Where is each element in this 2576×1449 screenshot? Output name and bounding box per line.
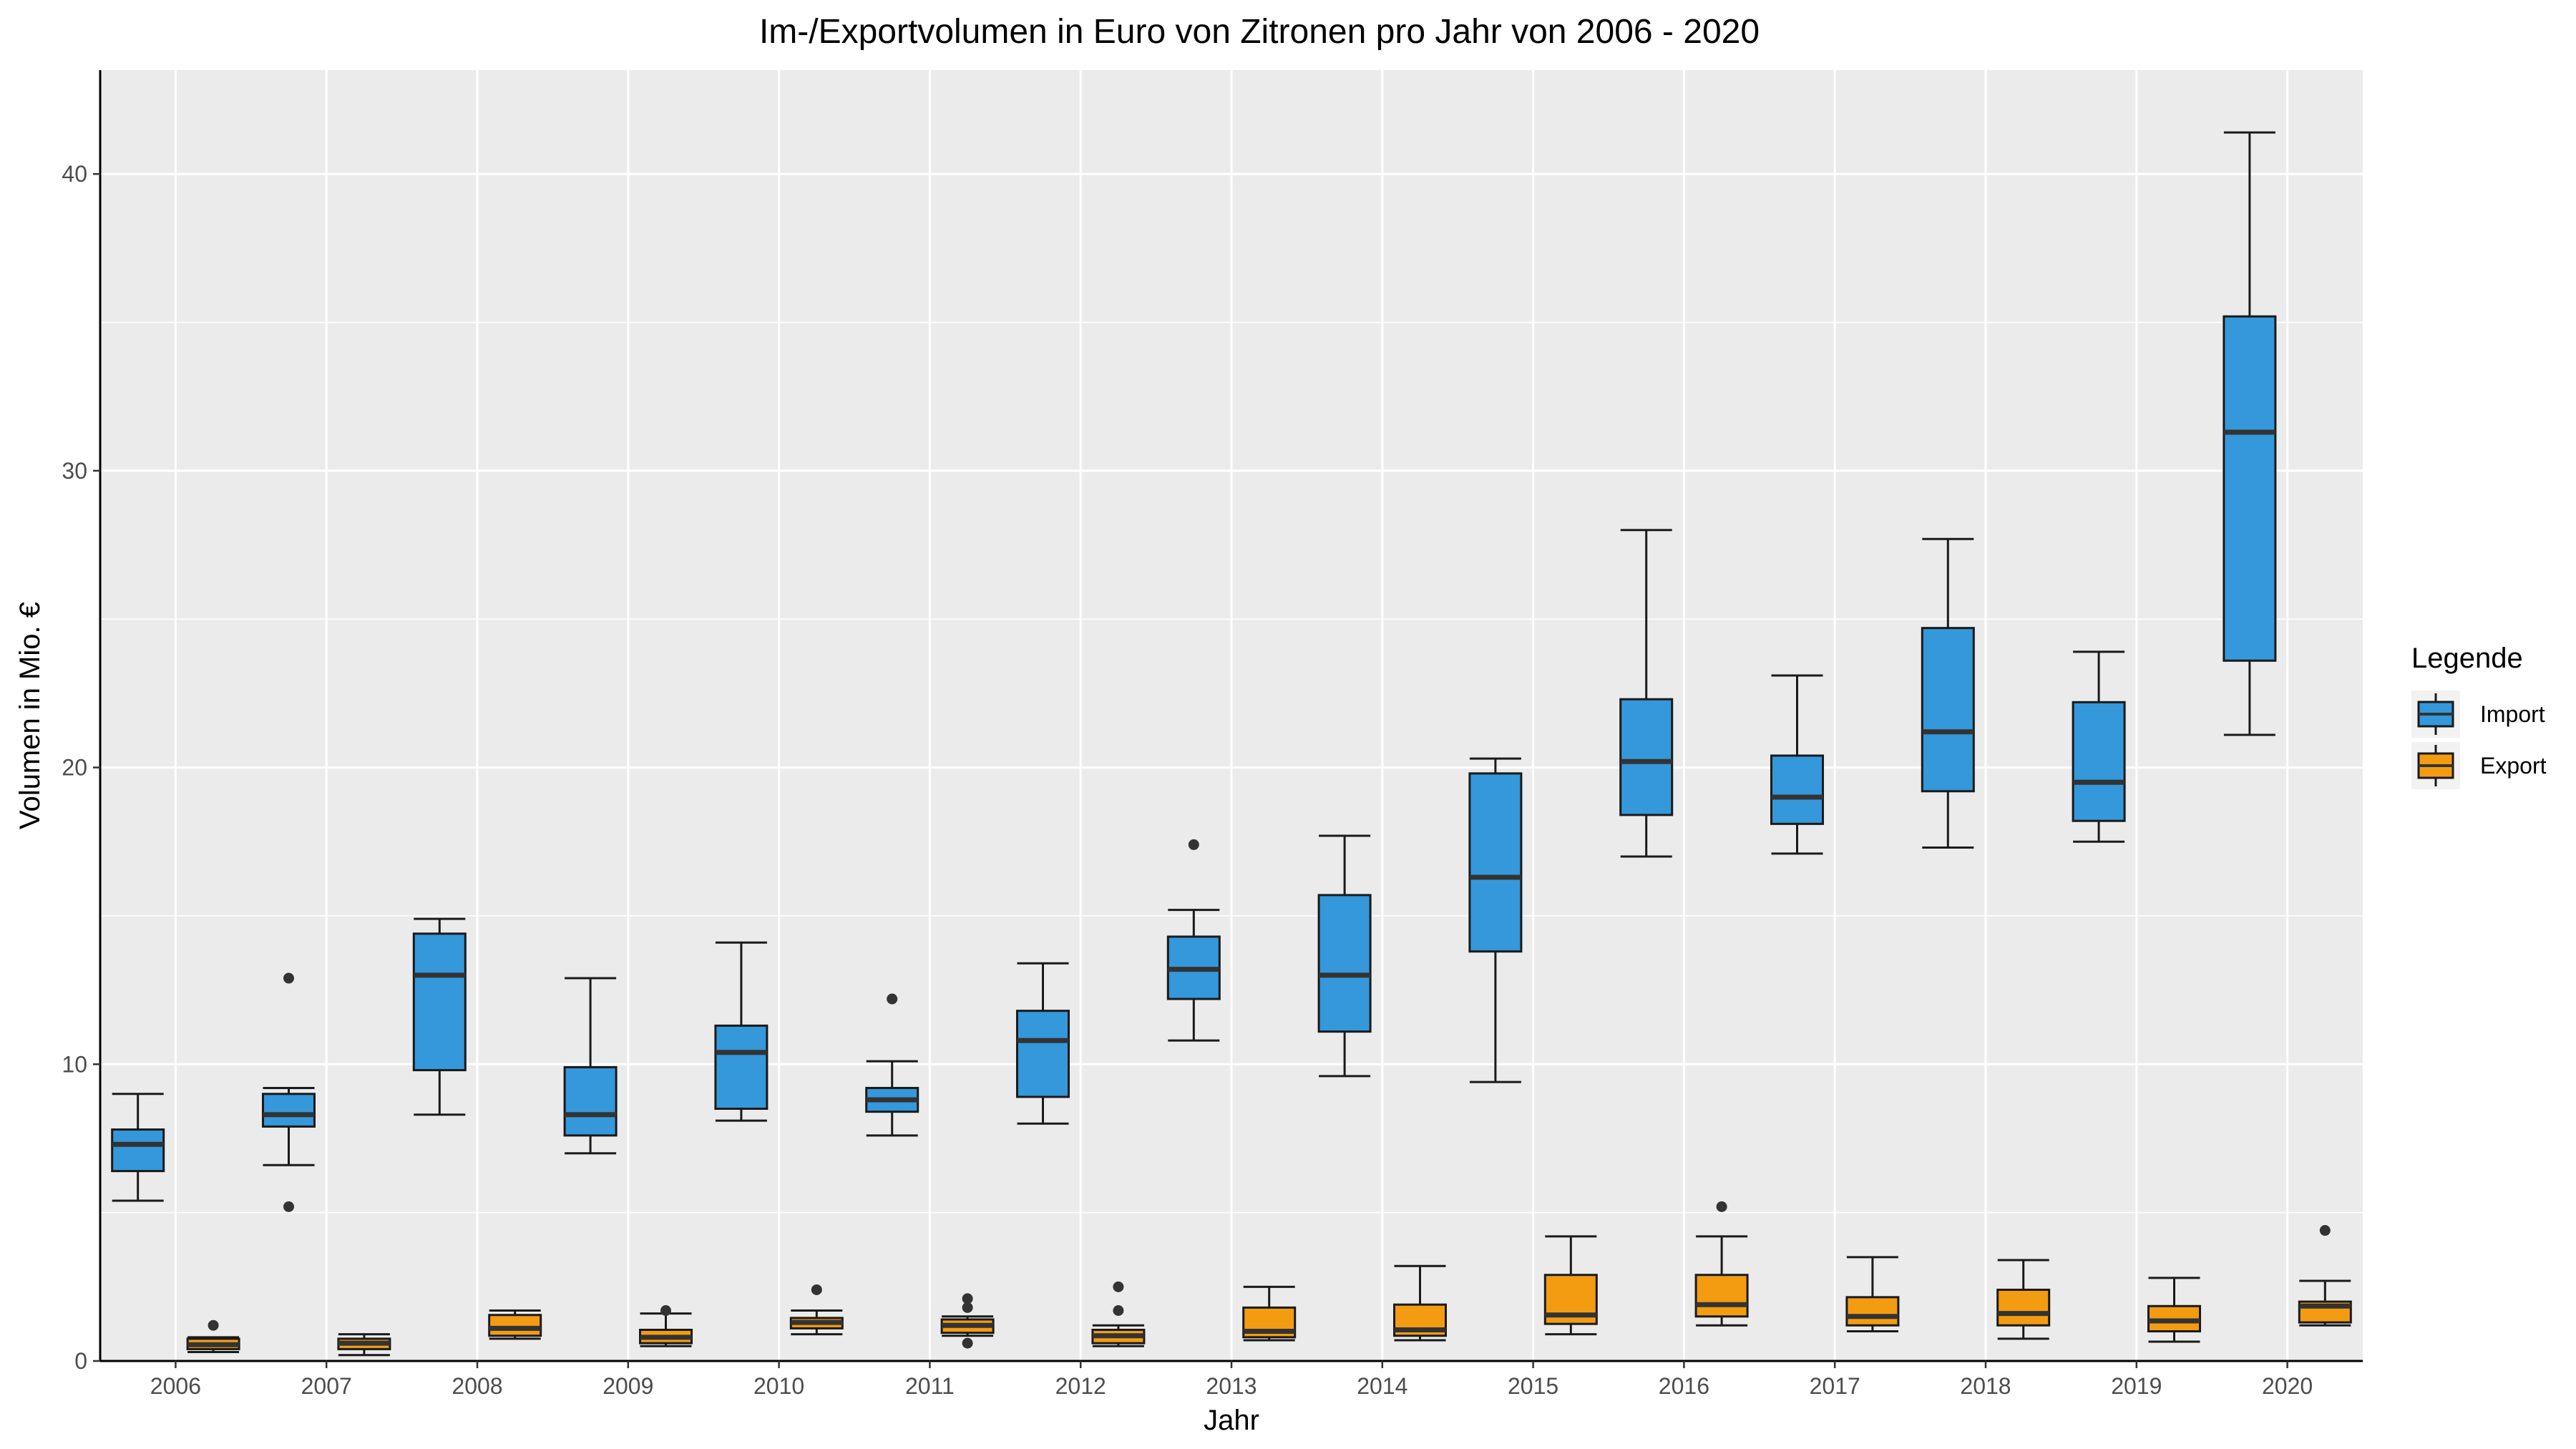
x-tick-label: 2018	[1960, 1373, 2011, 1399]
box-export-2013	[1242, 1285, 1297, 1342]
legend: Legende Import Export	[2411, 643, 2547, 789]
box-export-2015	[1543, 1235, 1598, 1336]
box-import-2010	[714, 941, 769, 1122]
y-tick-label: 0	[74, 1348, 87, 1374]
chart-title: Im-/Exportvolumen in Euro von Zitronen p…	[759, 13, 1760, 51]
box-iqr	[111, 1128, 165, 1173]
x-tick-label: 2008	[452, 1373, 502, 1399]
box-iqr	[714, 1024, 769, 1110]
x-tick-label: 2019	[2111, 1373, 2162, 1399]
box-iqr	[563, 1065, 618, 1137]
outlier-point	[208, 1319, 219, 1331]
box-import-2020	[2223, 131, 2277, 736]
outlier-point	[962, 1293, 973, 1304]
box-iqr	[412, 932, 467, 1072]
outlier-point	[283, 1201, 294, 1212]
box-import-2015	[1468, 757, 1523, 1083]
box-iqr	[1996, 1288, 2051, 1327]
box-iqr	[2223, 315, 2277, 662]
box-import-2018	[1921, 537, 1975, 849]
x-tick-label: 2014	[1357, 1373, 1407, 1399]
x-tick-label: 2010	[753, 1373, 804, 1399]
box-iqr	[1317, 894, 1372, 1033]
x-tick-label: 2006	[150, 1373, 201, 1399]
legend-item-import: Import	[2411, 691, 2545, 738]
box-import-2019	[2072, 650, 2126, 843]
box-iqr	[2072, 701, 2126, 822]
x-tick-label: 2007	[301, 1373, 352, 1399]
box-export-2017	[1845, 1256, 1900, 1333]
box-export-2009	[639, 1304, 693, 1347]
x-tick-label: 2017	[1810, 1373, 1860, 1399]
legend-item-export: Export	[2411, 742, 2547, 789]
box-import-2011	[865, 993, 919, 1137]
box-export-2006	[186, 1319, 240, 1354]
x-tick-label: 2009	[602, 1373, 653, 1399]
outlier-point	[283, 972, 294, 984]
box-export-2020	[2298, 1225, 2352, 1327]
outlier-point	[811, 1284, 822, 1295]
outlier-point	[660, 1304, 671, 1316]
box-import-2013	[1166, 839, 1221, 1042]
outlier-point	[2319, 1225, 2331, 1236]
box-import-2016	[1619, 529, 1674, 858]
outlier-point	[962, 1302, 973, 1313]
x-tick-label: 2015	[1508, 1373, 1558, 1399]
box-import-2012	[1016, 962, 1070, 1125]
y-tick-label: 30	[62, 458, 87, 484]
box-iqr	[1845, 1296, 1900, 1327]
box-import-2014	[1317, 834, 1372, 1078]
box-export-2014	[1393, 1264, 1447, 1342]
box-import-2009	[563, 977, 618, 1155]
box-export-2008	[488, 1309, 542, 1340]
box-export-2010	[789, 1284, 844, 1336]
y-tick-label: 40	[62, 161, 87, 187]
box-iqr	[1694, 1274, 1749, 1318]
box-export-2016	[1694, 1201, 1749, 1327]
x-tick-label: 2012	[1055, 1373, 1106, 1399]
box-iqr	[1619, 698, 1674, 816]
outlier-point	[887, 993, 898, 1005]
legend-label: Import	[2480, 701, 2545, 727]
boxes-layer	[111, 131, 2352, 1357]
y-tick-label: 10	[62, 1051, 87, 1077]
legend-label: Export	[2480, 753, 2547, 779]
box-iqr	[1770, 754, 1824, 825]
box-export-2011	[940, 1293, 995, 1349]
box-iqr	[1016, 1010, 1070, 1098]
box-iqr	[488, 1314, 542, 1337]
box-iqr	[262, 1093, 316, 1128]
outlier-point	[1113, 1281, 1124, 1292]
box-import-2006	[111, 1093, 165, 1202]
y-axis-title: Volumen in Mio. €	[14, 602, 46, 829]
x-tick-label: 2013	[1206, 1373, 1257, 1399]
box-export-2012	[1091, 1281, 1146, 1347]
outlier-point	[1716, 1201, 1727, 1212]
legend-title: Legende	[2411, 643, 2523, 674]
box-export-2007	[337, 1333, 391, 1357]
box-iqr	[1468, 772, 1523, 953]
y-axis-ticks: 0 10 20 30 40	[62, 161, 100, 1374]
x-tick-label: 2020	[2262, 1373, 2313, 1399]
box-iqr	[1921, 627, 1975, 793]
x-tick-label: 2016	[1659, 1373, 1709, 1399]
outlier-point	[1113, 1304, 1124, 1316]
outlier-point	[1188, 839, 1199, 850]
box-import-2008	[412, 917, 467, 1116]
x-axis-ticks: 2006 2007 2008 2009 2010 2011 2012 2013 2014 2015…	[150, 1361, 2313, 1399]
outlier-point	[962, 1337, 973, 1349]
box-import-2017	[1770, 674, 1824, 855]
box-export-2019	[2147, 1277, 2201, 1343]
box-export-2018	[1996, 1259, 2051, 1340]
y-tick-label: 20	[62, 755, 87, 781]
box-import-2007	[262, 972, 316, 1212]
x-tick-label: 2011	[905, 1373, 955, 1399]
x-axis-title: Jahr	[1204, 1405, 1259, 1436]
